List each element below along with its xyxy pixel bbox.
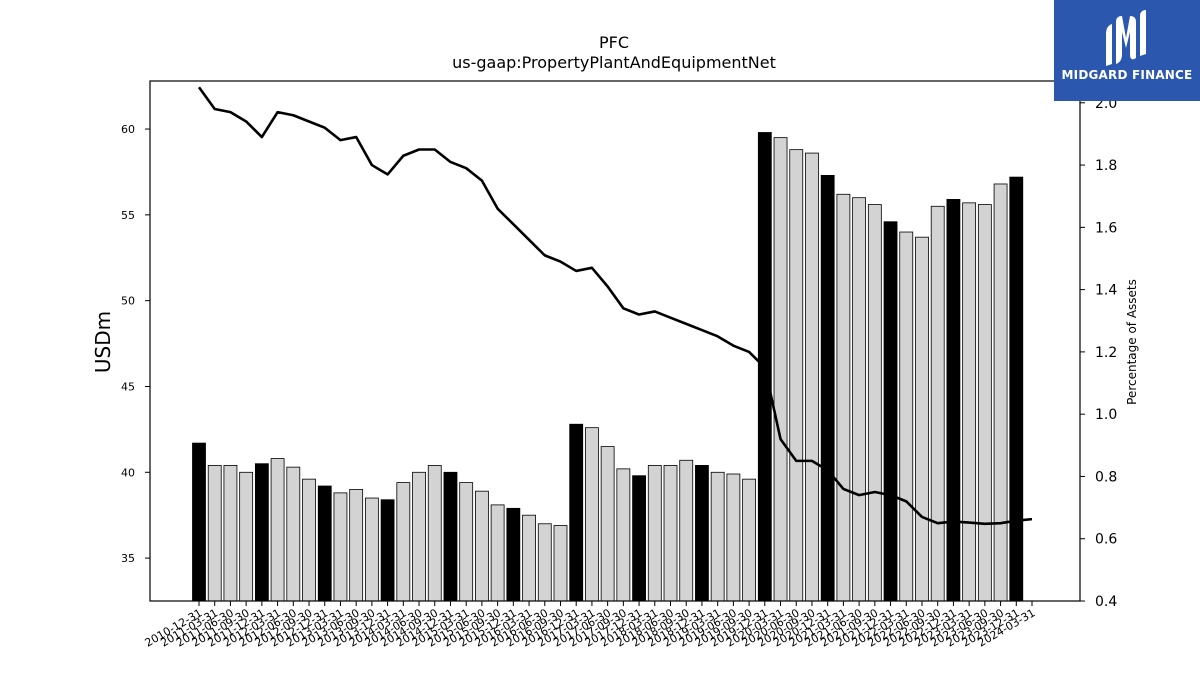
bar: [192, 442, 206, 602]
bar: [207, 465, 222, 602]
bar: [364, 497, 379, 602]
plot-frame: [149, 80, 1081, 602]
bar: [805, 152, 819, 602]
bar: [726, 473, 741, 602]
bars-layer: [192, 132, 1024, 602]
bar: [254, 463, 269, 602]
y-tick-label: 55: [121, 209, 135, 222]
bar: [412, 471, 426, 602]
bar: [553, 525, 568, 602]
midgard-logo-icon: [1106, 10, 1146, 66]
bar: [1009, 176, 1024, 602]
bar: [443, 471, 458, 602]
bar: [993, 183, 1008, 602]
bar: [679, 459, 694, 602]
y2-axis-label: Percentage of Assets: [1125, 279, 1139, 405]
x-ticks: 2010-12-312011-03-312011-06-302011-09-30…: [143, 601, 1038, 650]
bar: [380, 499, 395, 602]
bar: [883, 221, 898, 602]
bar: [632, 475, 646, 602]
bar: [317, 485, 332, 602]
y-tick-label: 40: [121, 466, 135, 479]
bar: [522, 514, 536, 602]
bar: [852, 197, 867, 602]
bar: [223, 465, 238, 602]
bar: [286, 466, 301, 602]
bar: [695, 465, 709, 602]
bar: [977, 204, 992, 602]
bar: [930, 205, 945, 602]
bar: [915, 236, 929, 602]
bar: [506, 507, 521, 602]
y2-tick-label: 0.6: [1095, 532, 1117, 548]
bar: [899, 231, 914, 602]
bar: [302, 478, 316, 602]
bar: [490, 504, 505, 602]
y2-tick-label: 1.2: [1095, 345, 1117, 361]
y-axis-label: USDm: [91, 311, 115, 373]
bar: [569, 423, 584, 602]
y-tick-label: 50: [121, 295, 135, 308]
brand-name: MIDGARD FINANCE: [1061, 68, 1193, 82]
bar: [333, 492, 348, 602]
bar: [962, 202, 977, 602]
bar: [475, 490, 489, 602]
y-ticks: 35 40 45 50 55 60: [121, 123, 150, 565]
y2-tick-label: 1.4: [1095, 283, 1117, 299]
bar: [820, 174, 835, 602]
bar: [836, 193, 851, 602]
chart-title: PFC: [599, 33, 629, 52]
bar: [270, 458, 285, 602]
y2-tick-label: 0.4: [1095, 594, 1117, 610]
bar: [710, 471, 725, 602]
bar: [616, 468, 631, 602]
bar: [773, 137, 788, 602]
bar: [789, 149, 804, 602]
bar: [239, 471, 254, 602]
bar: [600, 446, 615, 602]
y2-tick-label: 1.6: [1095, 220, 1117, 236]
bar: [585, 427, 599, 602]
y-tick-label: 45: [121, 380, 135, 393]
y2-tick-label: 1.0: [1095, 407, 1117, 423]
bar: [867, 204, 882, 602]
bar: [459, 482, 474, 602]
y-tick-label: 35: [121, 552, 135, 565]
bar: [647, 465, 662, 602]
bar: [349, 489, 364, 602]
bar: [663, 465, 678, 602]
bar: [396, 482, 411, 602]
chart-subtitle: us-gaap:PropertyPlantAndEquipmentNet: [452, 53, 776, 72]
bar: [946, 199, 961, 602]
y2-tick-label: 0.8: [1095, 469, 1117, 485]
bar: [427, 465, 442, 602]
y2-tick-label: 1.8: [1095, 158, 1117, 174]
brand-logo: MIDGARD FINANCE: [1054, 0, 1200, 101]
bar: [537, 523, 552, 602]
percentage-line: [197, 86, 1033, 526]
line-layer: [197, 86, 1033, 526]
y-tick-label: 60: [121, 123, 135, 136]
y2-ticks: 0.40.60.81.01.21.41.61.82.0: [1080, 96, 1117, 610]
bar: [742, 478, 756, 602]
